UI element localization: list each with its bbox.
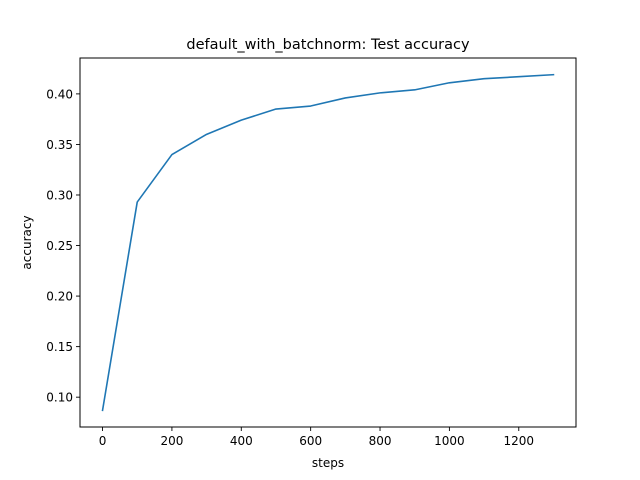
plot-frame <box>79 57 577 428</box>
y-tick-label: 0.20 <box>46 290 73 304</box>
y-axis-label: accuracy <box>20 215 34 269</box>
y-axis: 0.10 0.15 0.20 0.25 0.30 0.35 0.40 <box>46 87 80 405</box>
x-axis-label: steps <box>312 456 344 470</box>
x-tick-label: 1000 <box>434 434 465 448</box>
x-tick-label: 0 <box>99 434 107 448</box>
chart-title: default_with_batchnorm: Test accuracy <box>186 37 470 53</box>
x-axis: 0 200 400 600 800 1000 1200 <box>99 427 534 448</box>
y-tick-label: 0.25 <box>46 239 73 253</box>
plot-area <box>101 73 555 412</box>
series-line <box>101 73 555 412</box>
y-tick-label: 0.40 <box>46 87 73 101</box>
y-tick-label: 0.35 <box>46 138 73 152</box>
y-tick-label: 0.30 <box>46 188 73 202</box>
y-tick-label: 0.10 <box>46 391 73 405</box>
x-tick-label: 200 <box>160 434 183 448</box>
x-tick-label: 800 <box>369 434 392 448</box>
x-tick-label: 400 <box>230 434 253 448</box>
x-tick-label: 600 <box>299 434 322 448</box>
x-tick-label: 1200 <box>503 434 534 448</box>
y-tick-label: 0.15 <box>46 340 73 354</box>
